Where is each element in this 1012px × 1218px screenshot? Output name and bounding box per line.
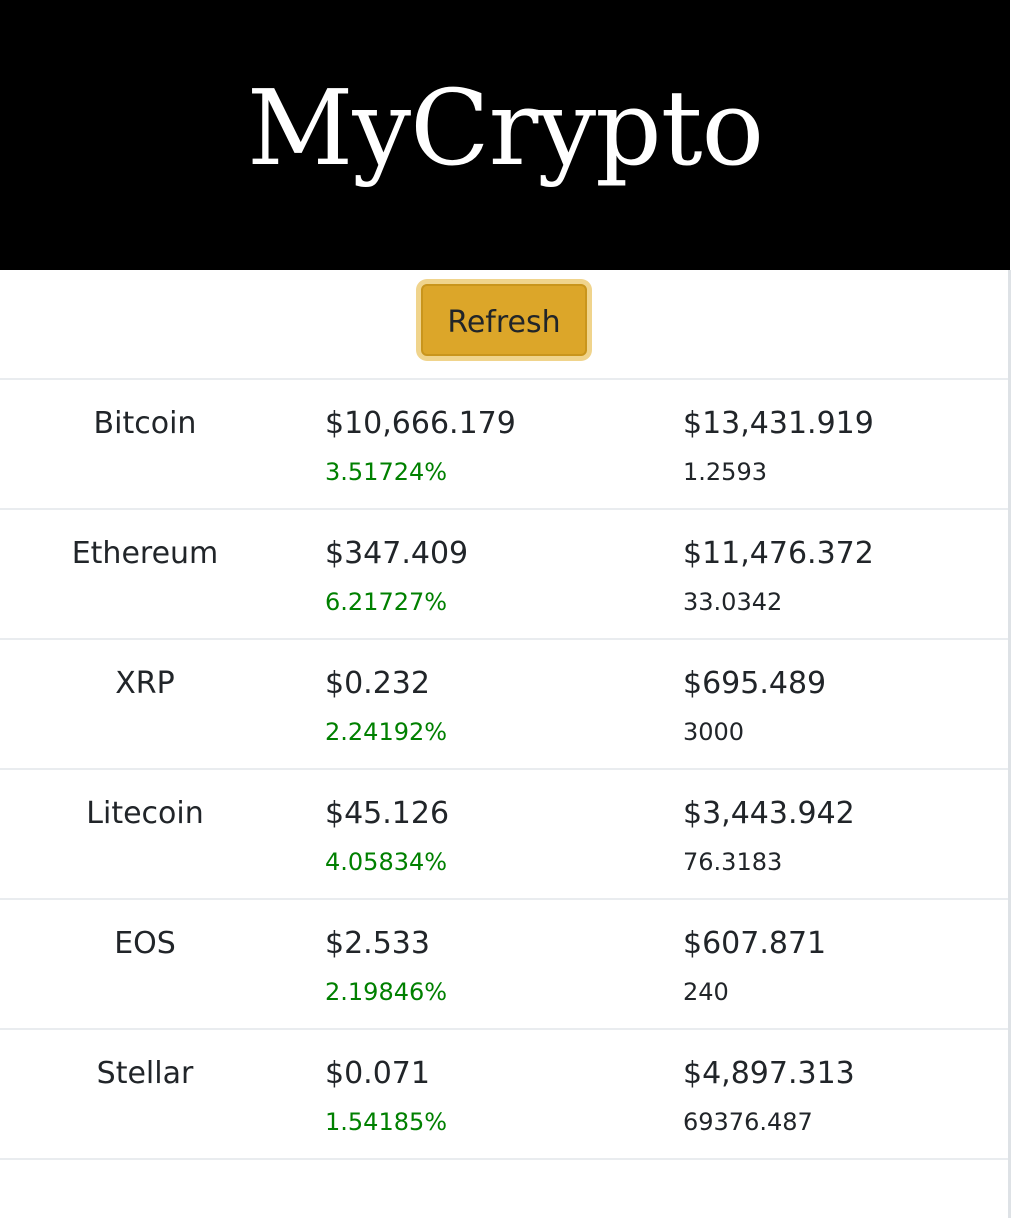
coin-table: Bitcoin $10,666.179 3.51724% $13,431.919… bbox=[0, 378, 1008, 1160]
holding-value: $4,897.313 bbox=[683, 1056, 855, 1091]
holding-amount: 33.0342 bbox=[683, 588, 783, 616]
holding-amount: 240 bbox=[683, 978, 729, 1006]
coin-change: 2.19846% bbox=[325, 978, 448, 1006]
coin-name: Stellar bbox=[96, 1056, 194, 1091]
table-row: EOS $2.533 2.19846% $607.871 240 bbox=[0, 898, 1008, 1028]
holding-value: $607.871 bbox=[683, 926, 827, 961]
coin-name: Ethereum bbox=[71, 536, 219, 571]
holding-amount: 1.2593 bbox=[683, 458, 767, 486]
coin-price: $347.409 bbox=[325, 536, 469, 571]
coin-change: 6.21727% bbox=[325, 588, 448, 616]
app-header: MyCrypto bbox=[0, 0, 1010, 270]
refresh-button[interactable]: Refresh bbox=[421, 284, 587, 356]
coin-name: EOS bbox=[114, 926, 176, 961]
table-row: Bitcoin $10,666.179 3.51724% $13,431.919… bbox=[0, 378, 1008, 508]
toolbar: Refresh bbox=[0, 270, 1008, 378]
holding-value: $13,431.919 bbox=[683, 406, 874, 441]
table-row: Stellar $0.071 1.54185% $4,897.313 69376… bbox=[0, 1028, 1008, 1160]
holding-amount: 3000 bbox=[683, 718, 745, 746]
holding-value: $695.489 bbox=[683, 666, 827, 701]
scrollbar-edge bbox=[1008, 270, 1011, 1218]
holding-value: $3,443.942 bbox=[683, 796, 855, 831]
table-row: Ethereum $347.409 6.21727% $11,476.372 3… bbox=[0, 508, 1008, 638]
coin-price: $0.071 bbox=[325, 1056, 430, 1091]
coin-price: $10,666.179 bbox=[325, 406, 516, 441]
coin-name: Litecoin bbox=[86, 796, 204, 831]
coin-price: $0.232 bbox=[325, 666, 430, 701]
coin-change: 1.54185% bbox=[325, 1108, 448, 1136]
table-row: Litecoin $45.126 4.05834% $3,443.942 76.… bbox=[0, 768, 1008, 898]
holding-amount: 76.3183 bbox=[683, 848, 783, 876]
coin-name: Bitcoin bbox=[93, 406, 197, 441]
table-row: XRP $0.232 2.24192% $695.489 3000 bbox=[0, 638, 1008, 768]
app-title: MyCrypto bbox=[246, 67, 764, 189]
coin-price: $45.126 bbox=[325, 796, 450, 831]
coin-change: 3.51724% bbox=[325, 458, 448, 486]
coin-change: 2.24192% bbox=[325, 718, 448, 746]
coin-change: 4.05834% bbox=[325, 848, 448, 876]
holding-value: $11,476.372 bbox=[683, 536, 874, 571]
coin-price: $2.533 bbox=[325, 926, 430, 961]
coin-name: XRP bbox=[115, 666, 175, 701]
holding-amount: 69376.487 bbox=[683, 1108, 813, 1136]
